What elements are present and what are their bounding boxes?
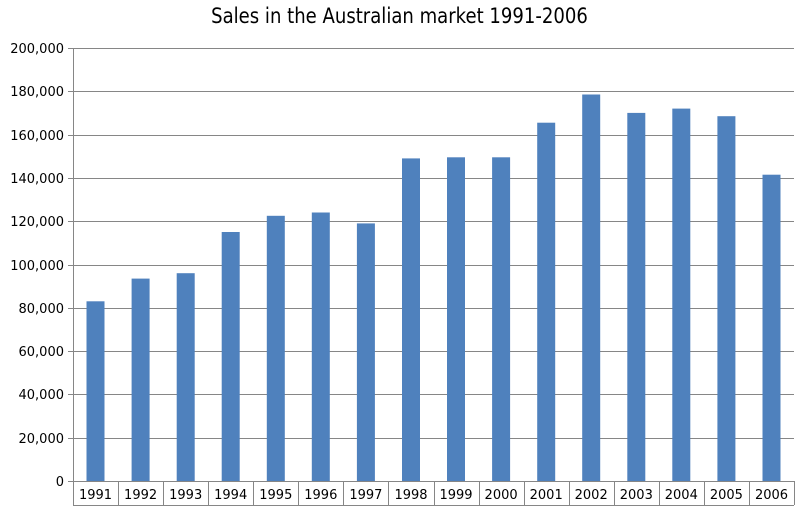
x-category-label: 2004 [665, 488, 698, 503]
bar-2000 [492, 157, 511, 482]
y-tick-label: 140,000 [10, 172, 64, 187]
x-category-label: 2003 [620, 488, 653, 503]
bar-1993 [176, 273, 195, 481]
bar-2002 [582, 94, 601, 481]
y-tick-label: 120,000 [10, 215, 64, 230]
bar-2006 [762, 174, 781, 481]
x-category-label: 1994 [214, 488, 247, 503]
x-category-label: 2002 [575, 488, 608, 503]
bar-1997 [356, 223, 375, 481]
bar-1991 [86, 301, 105, 481]
bar-1995 [266, 215, 285, 482]
bar-2001 [537, 122, 556, 481]
y-tick-label: 80,000 [19, 302, 65, 317]
bar-1996 [311, 212, 330, 481]
x-category-label: 2006 [755, 488, 788, 503]
x-category-label: 2005 [710, 488, 743, 503]
bars [86, 94, 781, 482]
y-tick-label: 160,000 [10, 129, 64, 144]
y-tick-label: 60,000 [19, 345, 65, 360]
bar-2004 [672, 108, 691, 481]
bar-2003 [627, 112, 646, 482]
x-category-label: 1997 [349, 488, 382, 503]
y-tick-label: 100,000 [10, 259, 64, 274]
x-category-label: 1992 [124, 488, 157, 503]
y-tick-label: 180,000 [10, 85, 64, 100]
x-category-label: 1996 [304, 488, 337, 503]
bar-1999 [447, 157, 465, 482]
x-category-label: 1991 [79, 488, 112, 503]
y-tick-labels: 0 20,000 40,000 60,000 80,000 100,000 120,000 1… [10, 42, 64, 490]
y-tick-label: 20,000 [19, 432, 65, 447]
x-category-label: 1993 [169, 488, 202, 503]
bar-1994 [221, 232, 240, 481]
x-category-label: 1995 [259, 488, 292, 503]
x-category-label: 2000 [485, 488, 518, 503]
y-tick-label: 0 [56, 475, 64, 490]
x-category-label: 2001 [530, 488, 563, 503]
x-category-label: 1999 [439, 488, 472, 503]
bar-1998 [402, 158, 420, 481]
y-tick-label: 40,000 [19, 388, 65, 403]
bar-1992 [131, 278, 150, 481]
y-tick-label: 200,000 [10, 42, 64, 57]
bar-2005 [717, 116, 736, 481]
chart-title: Sales in the Australian market 1991-2006 [211, 4, 588, 28]
x-category-labels: 1991 1992 1993 1994 1995 1996 1997 1998 1999 2000… [79, 488, 788, 503]
x-category-label: 1998 [394, 488, 427, 503]
axes [68, 48, 795, 506]
